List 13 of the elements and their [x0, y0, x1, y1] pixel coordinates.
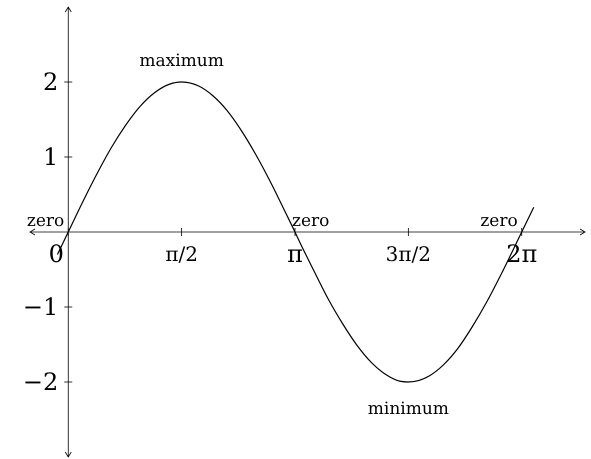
- annotation: maximum: [139, 51, 224, 71]
- y-tick-label: −1: [22, 293, 58, 321]
- x-tick-label: 3π/2: [386, 242, 432, 266]
- x-tick-label: π: [287, 240, 303, 268]
- annotation: minimum: [368, 399, 449, 419]
- x-tick-label: 0: [48, 240, 64, 268]
- x-tick-label: π/2: [165, 242, 198, 266]
- annotation: zero: [480, 211, 518, 231]
- y-tick-label: 2: [42, 68, 58, 96]
- y-tick-label: 1: [42, 143, 58, 171]
- y-tick-label: −2: [22, 368, 58, 396]
- annotation: zero: [292, 211, 330, 231]
- annotation: zero: [26, 211, 64, 231]
